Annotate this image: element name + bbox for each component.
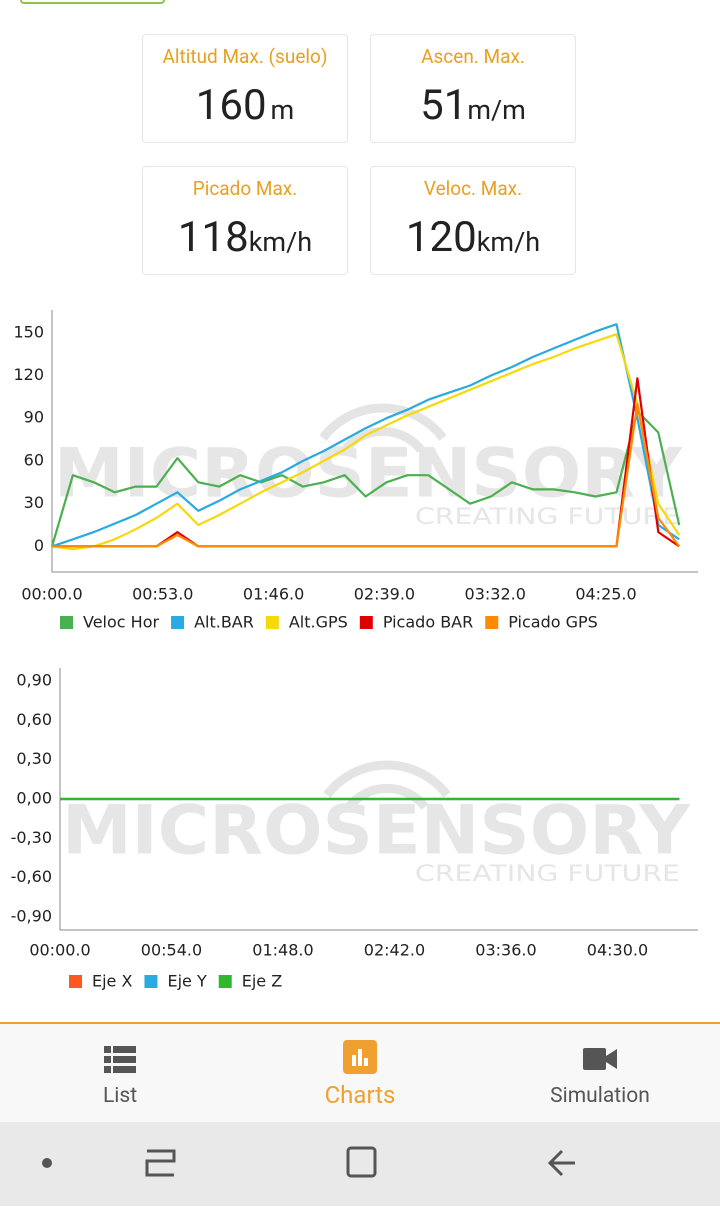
system-bar bbox=[0, 1122, 720, 1206]
y-tick-label: 0,90 bbox=[16, 671, 52, 690]
y-tick-label: -0,90 bbox=[11, 906, 52, 925]
stat-unit: km/h bbox=[248, 226, 313, 258]
nav-item[interactable]: List bbox=[0, 1024, 240, 1122]
watermark: MICROSENSORY bbox=[62, 792, 691, 871]
watermark-sub: CREATING FUTURE bbox=[415, 505, 680, 530]
stat-value: 160 bbox=[195, 81, 267, 130]
nav-label: List bbox=[102, 1084, 138, 1108]
stat-label: Veloc. Max. bbox=[423, 177, 523, 200]
legend-label: Picado GPS bbox=[508, 613, 598, 632]
y-tick-label: -0,30 bbox=[11, 828, 52, 847]
x-tick-label: 00:54.0 bbox=[141, 941, 202, 960]
top-partial-button bbox=[20, 0, 165, 4]
camera-icon bbox=[583, 1048, 617, 1070]
stat-card: Ascen. Max. 51m/m bbox=[370, 34, 576, 143]
bottom-nav: List Charts Simulation bbox=[0, 1022, 720, 1122]
series-line bbox=[52, 402, 681, 548]
x-tick-label: 02:42.0 bbox=[364, 941, 425, 960]
legend-swatch bbox=[69, 975, 82, 988]
nav-item[interactable]: Simulation bbox=[480, 1024, 720, 1122]
y-tick-label: 0,00 bbox=[16, 789, 52, 808]
watermark: MICROSENSORY bbox=[54, 435, 683, 514]
y-tick-label: 90 bbox=[24, 408, 44, 427]
stat-value: 120 bbox=[405, 213, 477, 262]
x-tick-label: 03:36.0 bbox=[475, 941, 536, 960]
stat-card: Altitud Max. (suelo) 160 m bbox=[142, 34, 348, 143]
series-line bbox=[50, 410, 681, 547]
system-icons bbox=[42, 1146, 575, 1178]
stat-unit: km/h bbox=[476, 226, 541, 258]
x-tick-label: 00:53.0 bbox=[132, 585, 193, 604]
y-tick-label: -0,60 bbox=[11, 867, 52, 886]
series-line bbox=[51, 323, 680, 548]
legend-label: Picado BAR bbox=[383, 613, 473, 632]
legend-label: Alt.GPS bbox=[289, 613, 348, 632]
x-tick-label: 04:25.0 bbox=[575, 585, 636, 604]
legend-swatch bbox=[359, 616, 373, 629]
x-tick-label: 03:32.0 bbox=[465, 585, 526, 604]
y-tick-label: 0 bbox=[34, 536, 44, 555]
legend-swatch bbox=[144, 975, 158, 988]
y-tick-label: 150 bbox=[13, 322, 44, 341]
nav-item[interactable]: Charts bbox=[240, 1024, 480, 1122]
y-tick-label: 0,30 bbox=[16, 749, 52, 768]
legend-label: Eje Y bbox=[167, 972, 206, 991]
y-tick-label: 0,60 bbox=[16, 710, 52, 729]
stat-value: 51 bbox=[420, 81, 468, 130]
stat-unit: m/m bbox=[467, 94, 526, 126]
stat-card: Picado Max. 118km/h bbox=[142, 166, 348, 275]
legend-label: Veloc Hor bbox=[83, 613, 159, 632]
y-tick-label: 120 bbox=[13, 365, 44, 384]
stat-label: Picado Max. bbox=[192, 177, 298, 200]
legend-swatch bbox=[171, 616, 185, 629]
y-tick-label: 30 bbox=[24, 493, 44, 512]
y-tick-label: 60 bbox=[24, 450, 44, 469]
legend-label: Alt.BAR bbox=[194, 613, 254, 632]
legend-swatch bbox=[265, 616, 279, 629]
x-tick-label: 01:46.0 bbox=[243, 585, 304, 604]
legend-label: Eje X bbox=[92, 972, 132, 991]
x-tick-label: 00:00.0 bbox=[21, 585, 82, 604]
legend-swatch bbox=[485, 616, 499, 629]
legend-label: Eje Z bbox=[242, 972, 282, 991]
watermark-sub: CREATING FUTURE bbox=[415, 862, 680, 887]
nav-label: Charts bbox=[324, 1081, 396, 1109]
stat-value: 118 bbox=[177, 213, 249, 262]
legend-swatch bbox=[60, 616, 73, 629]
series-line bbox=[51, 333, 681, 551]
stat-label: Altitud Max. (suelo) bbox=[162, 45, 328, 68]
list-icon bbox=[104, 1046, 136, 1073]
x-tick-label: 02:39.0 bbox=[354, 585, 415, 604]
x-tick-label: 01:48.0 bbox=[252, 941, 313, 960]
nav-label: Simulation bbox=[550, 1084, 650, 1108]
x-tick-label: 00:00.0 bbox=[29, 941, 90, 960]
stat-label: Ascen. Max. bbox=[421, 45, 525, 68]
stat-card: Veloc. Max. 120km/h bbox=[370, 166, 576, 275]
stat-unit: m bbox=[270, 94, 295, 126]
legend-swatch bbox=[218, 975, 232, 988]
chart-icon bbox=[343, 1040, 377, 1074]
x-tick-label: 04:30.0 bbox=[587, 941, 648, 960]
watermark-icon bbox=[319, 403, 447, 453]
